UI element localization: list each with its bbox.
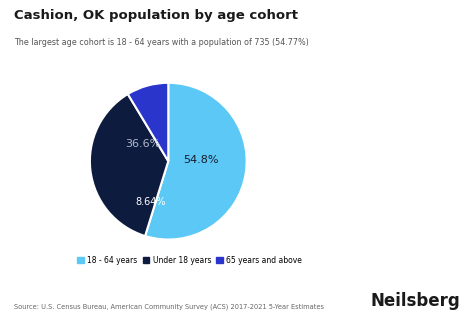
Text: 36.6%: 36.6% <box>126 139 161 149</box>
Legend: 18 - 64 years, Under 18 years, 65 years and above: 18 - 64 years, Under 18 years, 65 years … <box>74 253 305 268</box>
Text: The largest age cohort is 18 - 64 years with a population of 735 (54.77%): The largest age cohort is 18 - 64 years … <box>14 38 309 47</box>
Text: 54.8%: 54.8% <box>183 155 219 165</box>
Wedge shape <box>128 83 168 161</box>
Text: Cashion, OK population by age cohort: Cashion, OK population by age cohort <box>14 9 298 22</box>
Text: 8.64%: 8.64% <box>136 197 166 207</box>
Text: Neilsberg: Neilsberg <box>370 292 460 310</box>
Wedge shape <box>145 83 246 240</box>
Wedge shape <box>90 94 168 236</box>
Text: Source: U.S. Census Bureau, American Community Survey (ACS) 2017-2021 5-Year Est: Source: U.S. Census Bureau, American Com… <box>14 303 324 310</box>
